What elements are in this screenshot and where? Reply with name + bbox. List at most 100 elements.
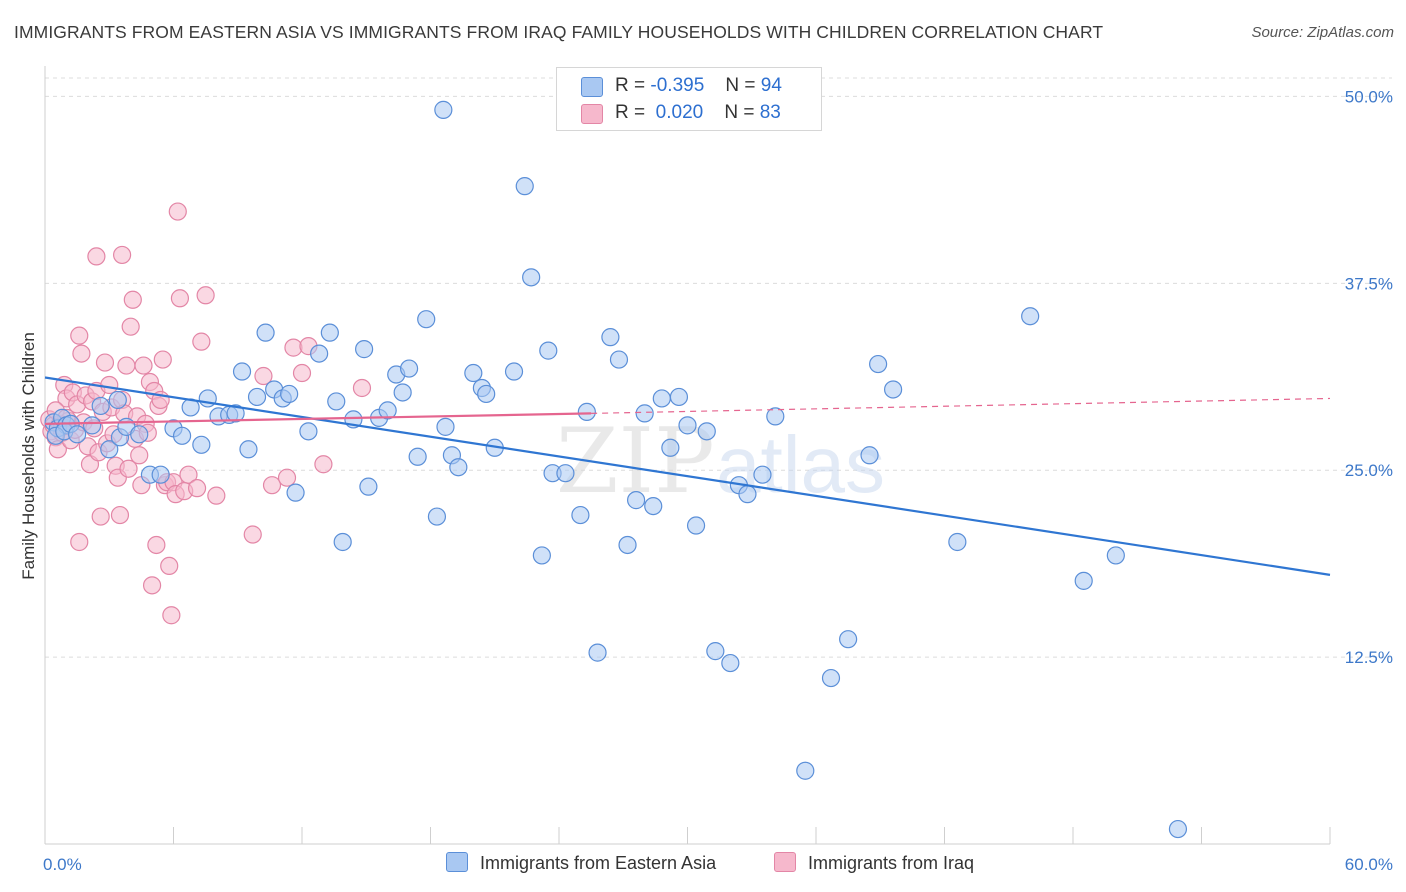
eastern-asia-point	[504, 362, 524, 381]
axes	[44, 66, 1331, 845]
series-name: Immigrants from Eastern Asia	[480, 853, 717, 873]
x-tick-label-max: 60.0%	[1345, 855, 1393, 874]
eastern-asia-point	[359, 477, 378, 496]
y-tick-label: 12.5%	[1345, 648, 1393, 667]
iraq-point	[187, 479, 207, 498]
eastern-asia-point	[697, 422, 716, 441]
eastern-asia-point	[320, 323, 339, 342]
iraq-point	[117, 356, 136, 375]
iraq-point	[170, 289, 190, 308]
eastern-asia-point	[821, 668, 841, 688]
chart-title: IMMIGRANTS FROM EASTERN ASIA VS IMMIGRAN…	[14, 22, 1104, 42]
iraq-point	[277, 468, 297, 487]
iraq-point	[147, 535, 166, 555]
eastern-asia-point	[417, 310, 436, 329]
legend-n-value: 83	[759, 102, 781, 123]
eastern-asia-point	[83, 416, 102, 435]
iraq-point	[142, 576, 162, 595]
correlation-legend: R = -0.395 N = 94 R = 0.020 N = 83	[556, 67, 822, 131]
eastern-asia-point	[434, 100, 453, 119]
iraq-point	[254, 366, 273, 386]
trend-lines	[44, 376, 1331, 576]
eastern-asia-point	[883, 380, 903, 399]
iraq-point	[112, 245, 132, 265]
iraq-trend-line	[44, 412, 592, 425]
eastern-asia-point	[556, 464, 575, 483]
eastern-asia-point	[686, 516, 706, 535]
eastern-asia-point	[678, 416, 697, 435]
eastern-asia-point	[226, 404, 245, 423]
legend-r-value: 0.020	[655, 102, 704, 123]
y-tick-label: 37.5%	[1345, 274, 1393, 293]
eastern-asia-point	[532, 546, 551, 565]
eastern-asia-point	[399, 359, 419, 378]
iraq-point	[95, 353, 115, 372]
series-name: Immigrants from Iraq	[808, 853, 975, 873]
iraq-point	[196, 286, 215, 305]
iraq-point	[168, 202, 187, 221]
eastern-asia-point	[151, 465, 170, 484]
eastern-asia-point	[721, 653, 740, 673]
iraq-trend-extension	[591, 397, 1331, 414]
eastern-asia-point	[753, 465, 772, 484]
eastern-asia-point	[130, 425, 149, 444]
series-legend-eastern-asia: Immigrants from Eastern Asia	[446, 852, 716, 876]
iraq-point	[100, 375, 119, 395]
iraq-point	[72, 344, 91, 363]
eastern-asia-point	[869, 354, 888, 374]
eastern-asia-point	[232, 362, 252, 381]
legend-n-label: N =	[724, 102, 755, 123]
eastern-asia-point	[378, 401, 397, 420]
iraq-point	[284, 338, 303, 357]
eastern-asia-point	[571, 505, 590, 525]
eastern-asia-point	[408, 447, 427, 466]
eastern-asia-point	[796, 761, 815, 780]
iraq-point	[179, 465, 198, 484]
eastern-asia-point	[635, 404, 654, 423]
legend-swatch-blue	[581, 77, 603, 97]
eastern-asia-point	[100, 440, 119, 459]
eastern-asia-point	[860, 446, 879, 465]
eastern-asia-point	[477, 384, 496, 404]
tick-labels: 12.5% 25.0% 37.5% 50.0% 0.0% 60.0%	[43, 87, 1393, 874]
eastern-asia-point	[738, 485, 757, 504]
iraq-point	[292, 363, 312, 383]
iraq-point	[153, 350, 172, 369]
eastern-asia-point	[436, 417, 455, 436]
x-tick-label-min: 0.0%	[43, 855, 82, 874]
iraq-point	[352, 378, 372, 398]
eastern-asia-point	[355, 340, 374, 359]
iraq-points	[40, 202, 372, 625]
iraq-point	[162, 606, 181, 625]
eastern-asia-point	[333, 532, 352, 552]
eastern-asia-point	[310, 344, 329, 363]
eastern-asia-point	[948, 532, 967, 552]
eastern-asia-point	[1021, 307, 1040, 326]
iraq-point	[70, 532, 89, 552]
eastern-asia-point	[299, 422, 318, 441]
eastern-asia-point	[239, 440, 258, 459]
eastern-asia-point	[108, 390, 127, 410]
iraq-point	[70, 326, 89, 345]
eastern-asia-point	[515, 177, 534, 196]
eastern-asia-point	[172, 426, 192, 445]
eastern-asia-trend-line	[44, 376, 1331, 576]
series-swatch-pink	[774, 852, 796, 872]
legend-r-label: R =	[615, 102, 646, 123]
source-credit: Source: ZipAtlas.com	[1251, 24, 1394, 41]
eastern-asia-point	[1168, 819, 1188, 839]
eastern-asia-point	[280, 384, 299, 404]
eastern-asia-point	[706, 642, 725, 661]
iraq-point	[130, 446, 149, 465]
legend-swatch-pink	[581, 104, 603, 124]
legend-n-label: N =	[725, 75, 756, 96]
eastern-asia-point	[766, 407, 785, 426]
eastern-asia-point	[427, 507, 447, 526]
legend-r-value: -0.395	[650, 75, 705, 96]
eastern-asia-point	[1074, 571, 1093, 590]
eastern-asia-point	[669, 387, 689, 407]
series-legend-iraq: Immigrants from Iraq	[774, 852, 974, 876]
iraq-point	[87, 247, 106, 266]
iraq-point	[119, 459, 138, 478]
